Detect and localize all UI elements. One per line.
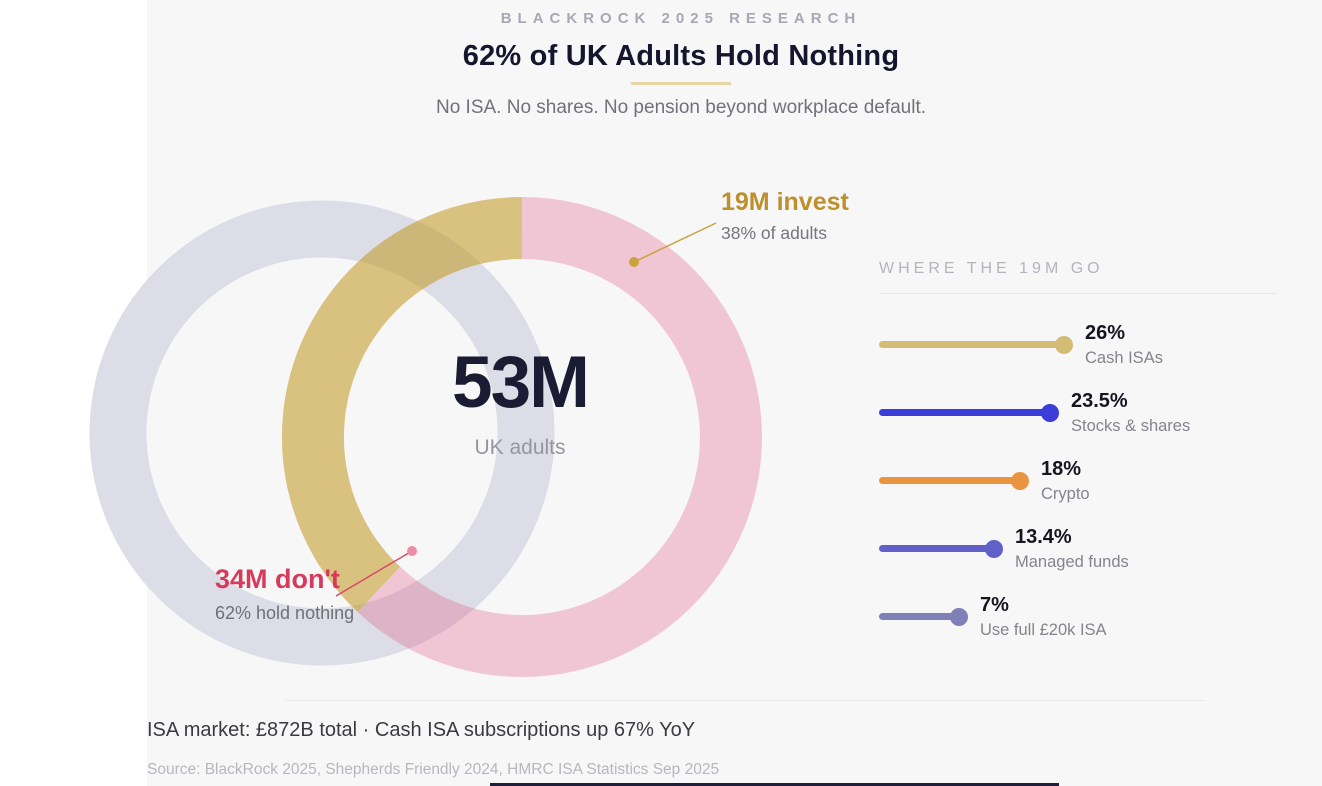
bar-dot xyxy=(1011,472,1029,490)
breakdown-row: 18% Crypto xyxy=(879,456,1309,512)
annotation-dont-sublabel: 62% hold nothing xyxy=(215,603,355,623)
bar xyxy=(879,477,1020,484)
bar-value: 23.5% xyxy=(1071,390,1128,412)
bar-text: 7% Use full £20k ISA xyxy=(980,593,1107,641)
bar xyxy=(879,409,1050,416)
kicker: BLACKROCK 2025 RESEARCH xyxy=(500,10,862,27)
breakdown-divider xyxy=(879,293,1277,294)
footer-divider xyxy=(285,700,1205,701)
bar-text: 13.4% Managed funds xyxy=(1015,525,1129,573)
bar-label: Use full £20k ISA xyxy=(980,621,1107,639)
bar-text: 18% Crypto xyxy=(1041,457,1090,505)
annotation-dont: 34M don't 62% hold nothing xyxy=(215,564,354,624)
bar xyxy=(879,613,959,620)
title-underline xyxy=(631,82,731,85)
breakdown-row: 7% Use full £20k ISA xyxy=(879,592,1309,648)
annotation-dont-title: 34M don't xyxy=(215,564,340,594)
donut-total-value: 53M xyxy=(451,342,590,423)
subtitle: No ISA. No shares. No pension beyond wor… xyxy=(435,97,927,118)
bar-value: 18% xyxy=(1041,458,1082,480)
footer-note: ISA market: £872B total · Cash ISA subsc… xyxy=(147,719,696,741)
bar-text: 23.5% Stocks & shares xyxy=(1071,389,1190,437)
bar-label: Crypto xyxy=(1041,485,1090,503)
bottom-accent-bar xyxy=(490,783,1059,786)
bar-value: 26% xyxy=(1085,322,1126,344)
bar-label: Stocks & shares xyxy=(1071,417,1191,435)
annotation-invest-title: 19M invest xyxy=(721,188,849,216)
annotation-invest: 19M invest 38% of adults xyxy=(721,188,849,244)
breakdown-row: 23.5% Stocks & shares xyxy=(879,388,1309,444)
breakdown-row: 26% Cash ISAs xyxy=(879,320,1309,376)
bar-label: Cash ISAs xyxy=(1085,349,1163,367)
breakdown-panel: WHERE THE 19M GO 26% Cash ISAs 23.5% Stocks… xyxy=(879,260,1309,690)
bar-dot xyxy=(950,608,968,626)
bar-text: 26% Cash ISAs xyxy=(1085,321,1163,369)
bar-dot xyxy=(985,540,1003,558)
header: BLACKROCK 2025 RESEARCH 62% of UK Adults… xyxy=(147,0,1215,119)
page-title: 62% of UK Adults Hold Nothing xyxy=(462,40,900,72)
bar-value: 7% xyxy=(980,594,1009,616)
bar-dot xyxy=(1041,404,1059,422)
invest-connector-dot xyxy=(629,257,639,267)
footer-source: Source: BlackRock 2025, Shepherds Friend… xyxy=(147,761,720,778)
invest-connector-line xyxy=(633,222,717,263)
breakdown-row: 13.4% Managed funds xyxy=(879,524,1309,580)
donut-total-sublabel: UK adults xyxy=(474,436,566,459)
infographic-card: BLACKROCK 2025 RESEARCH 62% of UK Adults… xyxy=(89,0,1322,786)
breakdown-heading: WHERE THE 19M GO xyxy=(879,260,1104,277)
annotation-invest-sublabel: 38% of adults xyxy=(721,223,828,243)
bar-label: Managed funds xyxy=(1015,553,1129,571)
donut-center-label: 53M UK adults xyxy=(355,346,685,460)
bar-dot xyxy=(1055,336,1073,354)
dont-connector-dot xyxy=(407,546,417,556)
bar xyxy=(879,545,994,552)
bar-value: 13.4% xyxy=(1015,526,1072,548)
bar xyxy=(879,341,1064,348)
